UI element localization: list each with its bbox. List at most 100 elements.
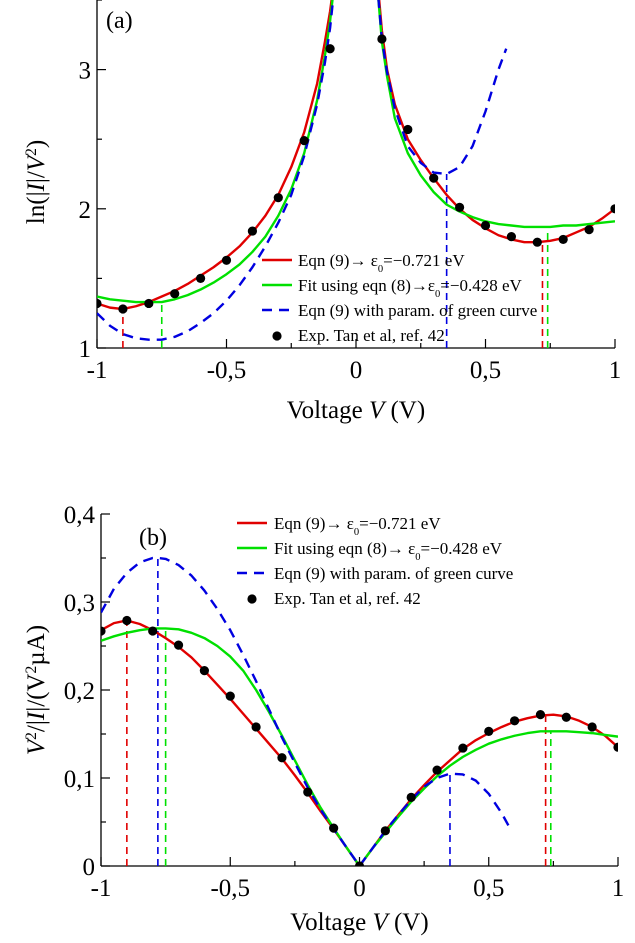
x-tick-label: -1	[87, 357, 108, 384]
legend-label-part: →	[325, 514, 342, 533]
legend-label-part: 0	[378, 264, 383, 275]
data-point	[403, 124, 413, 135]
axes: -1 -0,5 0 0,5 1 1 2 3	[79, 0, 621, 384]
data-point	[429, 173, 439, 183]
legend-label-part: ε	[342, 514, 353, 533]
y-tick-label: 1	[79, 336, 92, 363]
data-point	[380, 826, 390, 836]
legend-label-part: Exp. Tan et al, ref. 42	[298, 326, 445, 345]
data-point	[354, 861, 365, 866]
legend-label: Eqn (9)→ ε0=−0.721 eV	[274, 514, 441, 538]
legend-label-part: Eqn (9) with param. of green curve	[274, 564, 513, 583]
data-point	[329, 823, 339, 833]
legend-label-part: ε	[366, 251, 377, 270]
y-axis-title-part: 2	[23, 732, 40, 740]
series-line-3	[97, 0, 508, 341]
legend-label: Fit using eqn (8)→ ε0=−0.428 eV	[274, 539, 503, 563]
plot-area	[101, 556, 618, 866]
legend-label-part: =−0.428 eV	[440, 276, 522, 295]
data-point	[170, 289, 180, 299]
data-point	[613, 742, 618, 752]
data-point	[558, 234, 568, 245]
x-tick-label: -0,5	[210, 875, 250, 902]
legend-label: Eqn (9) with param. of green curve	[274, 564, 513, 583]
legend-label-part: →	[411, 276, 428, 295]
data-point	[196, 273, 206, 283]
y-axis-title-part: ln(|	[23, 191, 50, 224]
data-point	[532, 237, 542, 247]
y-tick-label: 0,4	[64, 502, 96, 529]
data-point	[455, 202, 465, 213]
data-point	[377, 34, 387, 44]
y-axis-title: V2/|I|/(V2µA)	[23, 625, 51, 755]
series-line-2	[101, 627, 618, 866]
data-point	[535, 710, 546, 720]
panel-label: (b)	[139, 525, 167, 551]
legend-label: Fit using eqn (8)→ε0=−0.428 eV	[298, 276, 522, 300]
x-axis-title-part: V	[369, 397, 387, 424]
legend-label-part: 0	[415, 552, 420, 563]
x-axis-title-part: V	[372, 909, 390, 936]
x-axis-title-part: (V)	[384, 397, 425, 424]
data-point	[199, 666, 209, 676]
x-tick-label: 0	[353, 875, 366, 902]
y-axis-title-part: |/	[23, 171, 50, 183]
data-point	[221, 255, 232, 265]
data-point	[148, 626, 158, 636]
data-point	[432, 765, 442, 775]
data-point	[509, 716, 520, 726]
legend-label-part: =−0.428 eV	[421, 539, 503, 558]
y-axis-title-part: V	[23, 737, 50, 755]
data-point	[587, 722, 597, 732]
legend-label: Exp. Tan et al, ref. 42	[274, 589, 421, 608]
data-point	[584, 225, 594, 235]
data-point	[97, 298, 102, 309]
data-point	[484, 726, 494, 736]
legend-label-part: Fit using eqn (8)	[298, 276, 411, 295]
legend-label-part: Eqn (9)	[274, 514, 325, 533]
series-line-3	[101, 556, 511, 866]
legend-label-part: Eqn (9)	[298, 251, 349, 270]
x-tick-label: 0,5	[473, 875, 504, 902]
y-axis-title-part: µA)	[23, 625, 50, 666]
data-point	[273, 193, 283, 203]
legend-swatch	[272, 331, 282, 341]
y-tick-label: 0,3	[64, 590, 95, 617]
x-axis-title-part: Voltage	[290, 909, 372, 936]
axes: -1 -0,5 0 0,5 1 0 0,1 0,2 0,3 0,4	[64, 502, 625, 902]
data-point	[303, 787, 313, 797]
data-point	[299, 135, 309, 146]
legend-label-part: →	[387, 539, 404, 558]
legend-label-part: 0	[354, 527, 359, 538]
y-tick-label: 3	[79, 58, 92, 85]
panel-label: (a)	[106, 8, 133, 34]
legend-label: Eqn (9) with param. of green curve	[298, 301, 537, 320]
data-point	[144, 298, 154, 309]
data-point	[458, 743, 468, 753]
legend-label-part: Fit using eqn (8)	[274, 539, 387, 558]
legend-label: Eqn (9)→ ε0=−0.721 eV	[298, 251, 465, 275]
x-tick-label: 1	[612, 875, 625, 902]
legend-label: Exp. Tan et al, ref. 42	[298, 326, 445, 345]
series-line-1	[101, 619, 618, 866]
legend-label-part: ε	[428, 276, 435, 295]
data-point	[561, 712, 571, 722]
plot-area	[97, 0, 615, 348]
y-tick-label: 0,2	[64, 678, 95, 705]
data-point	[251, 722, 261, 732]
legend-label-part: Eqn (9) with param. of green curve	[298, 301, 537, 320]
legend-label-part: =−0.721 eV	[359, 514, 441, 533]
y-tick-label: 2	[79, 197, 92, 224]
legend-label-part: 0	[435, 289, 440, 300]
data-point	[247, 226, 257, 236]
data-point	[506, 232, 516, 242]
y-axis-title-part: V	[23, 153, 50, 171]
legend-label-part: ε	[404, 539, 415, 558]
data-point	[480, 220, 491, 231]
data-point	[225, 691, 235, 701]
data-point	[277, 753, 287, 763]
